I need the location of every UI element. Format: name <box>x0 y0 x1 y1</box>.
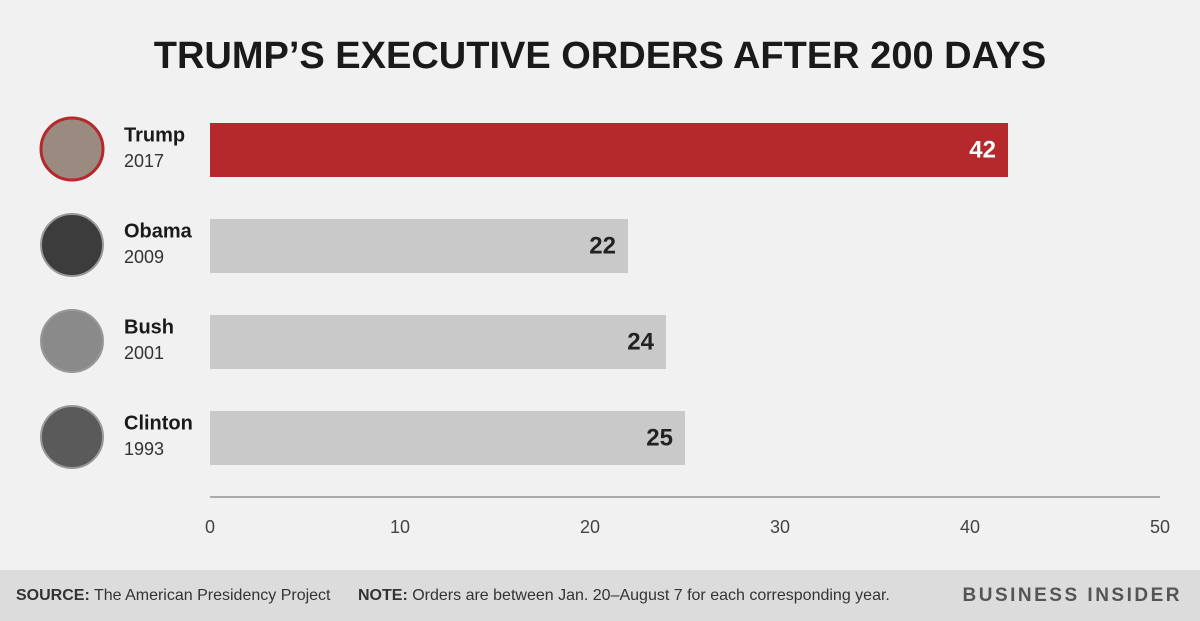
chart-title: TRUMP’S EXECUTIVE ORDERS AFTER 200 DAYS <box>154 35 1046 77</box>
category-label: Clinton <box>124 412 193 434</box>
x-tick-label: 0 <box>205 517 215 537</box>
value-label: 22 <box>589 232 616 259</box>
x-tick-label: 40 <box>960 517 980 537</box>
source-text: The American Presidency Project <box>94 587 331 604</box>
x-tick-label: 30 <box>770 517 790 537</box>
avatar <box>39 116 105 182</box>
year-label: 2009 <box>124 247 164 267</box>
value-label: 42 <box>969 136 996 163</box>
bar <box>210 123 1008 177</box>
source: SOURCE: The American Presidency Project <box>16 587 331 604</box>
avatar <box>40 213 104 277</box>
x-tick-label: 50 <box>1150 517 1170 537</box>
note: NOTE: Orders are between Jan. 20–August … <box>358 587 890 604</box>
note-label: NOTE: <box>358 587 408 604</box>
value-label: 24 <box>627 328 654 355</box>
year-label: 2001 <box>124 343 164 363</box>
category-label: Obama <box>124 220 193 242</box>
brand: BUSINESS INSIDER <box>963 585 1182 606</box>
category-label: Bush <box>124 316 174 338</box>
source-label: SOURCE: <box>16 587 90 604</box>
x-tick-label: 20 <box>580 517 600 537</box>
bar <box>210 411 685 465</box>
avatar <box>40 405 104 469</box>
note-text: Orders are between Jan. 20–August 7 for … <box>412 587 890 604</box>
value-label: 25 <box>646 424 673 451</box>
avatars <box>39 116 105 469</box>
x-tick-label: 10 <box>390 517 410 537</box>
category-label: Trump <box>124 124 185 146</box>
year-label: 2017 <box>124 151 164 171</box>
year-label: 1993 <box>124 439 164 459</box>
footer-band <box>0 570 1200 621</box>
bar <box>210 219 628 273</box>
bar <box>210 315 666 369</box>
avatar <box>40 309 104 373</box>
